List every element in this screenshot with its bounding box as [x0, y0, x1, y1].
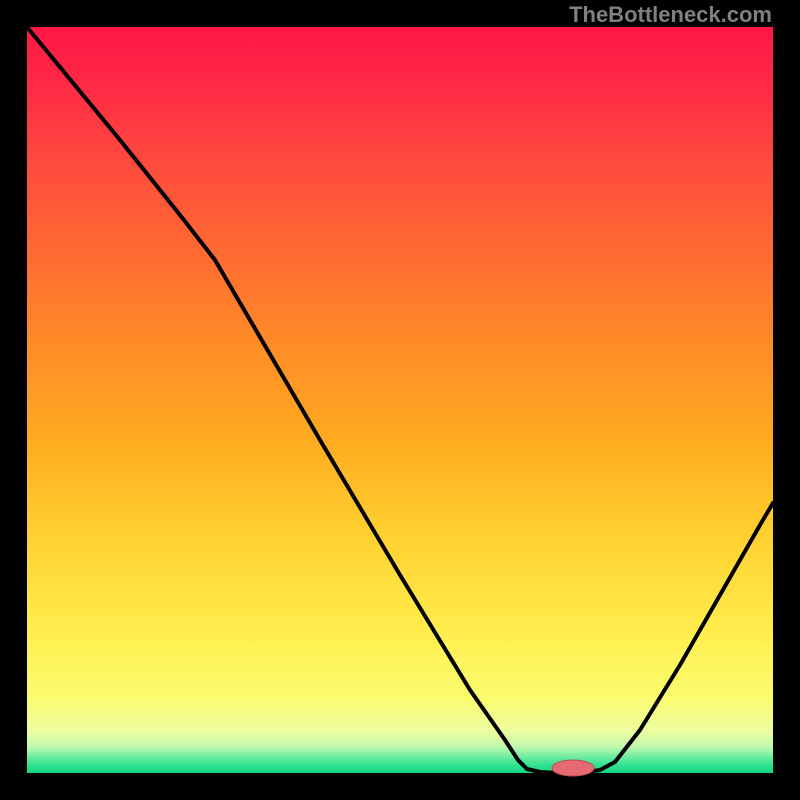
- chart-svg: [0, 0, 800, 800]
- watermark-text: TheBottleneck.com: [569, 2, 772, 28]
- bottleneck-curve: [27, 27, 773, 773]
- optimal-marker: [552, 760, 594, 776]
